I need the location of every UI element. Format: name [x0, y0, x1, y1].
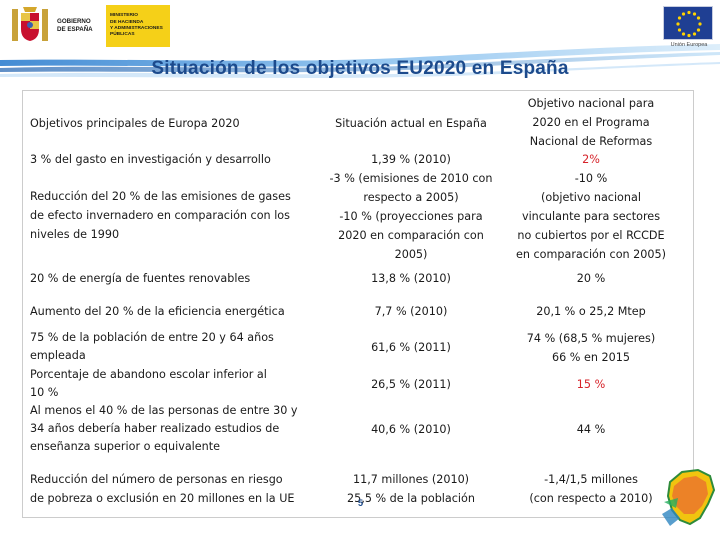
- cell-line: 20 % de energía de fuentes renovables: [30, 272, 251, 285]
- table-row-1-target: 2%: [506, 150, 676, 169]
- cell-line: 34 años debería haber realizado estudios…: [30, 422, 280, 435]
- spain-coat-of-arms-icon: [6, 5, 54, 47]
- table-row-7-objective: Al menos el 40 % de las personas de entr…: [30, 402, 318, 456]
- cell-line: 74 % (68,5 % mujeres): [526, 332, 656, 345]
- table-row-8-objective: Reducción del número de personas en ries…: [30, 470, 318, 508]
- table-row-4-current: 7,7 % (2010): [318, 302, 504, 321]
- cell-line: 40,6 % (2010): [371, 423, 451, 436]
- cell-line: Reducción del número de personas en ries…: [30, 473, 283, 486]
- ministry-logo: GOBIERNO DE ESPAÑA MINISTERIO DE HACIEND…: [6, 5, 170, 47]
- table-row-5-current: 61,6 % (2011): [318, 338, 504, 357]
- cell-line: 10 %: [30, 386, 59, 399]
- government-label: GOBIERNO DE ESPAÑA: [54, 5, 106, 47]
- cell-line: -1,4/1,5 millones: [544, 473, 638, 486]
- cell-line: (objetivo nacional: [541, 191, 641, 204]
- table-row-7-target: 44 %: [506, 420, 676, 439]
- ministry-line-4: PÚBLICAS: [110, 32, 135, 38]
- ministry-line-1: MINISTERIO: [110, 13, 138, 19]
- cell-line: respecto a 2005): [363, 191, 459, 204]
- cell-line: -3 % (emisiones de 2010 con: [329, 172, 493, 185]
- spain-map-icon: [662, 468, 716, 526]
- table-row-6-current: 26,5 % (2011): [318, 375, 504, 394]
- cell-line: Aumento del 20 % de la eficiencia energé…: [30, 305, 285, 318]
- cell-line: de efecto invernadero en comparación con…: [30, 209, 290, 222]
- table-row-2-target: -10 % (objetivo nacional vinculante para…: [506, 169, 676, 264]
- header-col3: Objetivo nacional para 2020 en el Progra…: [506, 94, 676, 151]
- table-row-2-current: -3 % (emisiones de 2010 con respecto a 2…: [318, 169, 504, 264]
- cell-line: 2%: [582, 153, 600, 166]
- cell-line: niveles de 1990: [30, 228, 120, 241]
- cell-line: 66 % en 2015: [552, 351, 630, 364]
- cell-line: 1,39 % (2010): [371, 153, 451, 166]
- ministry-label: MINISTERIO DE HACIENDA Y ADMINISTRACIONE…: [106, 5, 170, 47]
- cell-line: 75 % de la población de entre 20 y 64 añ…: [30, 331, 274, 344]
- header-col3-line: Nacional de Reformas: [529, 135, 653, 148]
- table-row-3-target: 20 %: [506, 269, 676, 288]
- cell-line: -10 %: [574, 172, 608, 185]
- eu-caption: Unión Europea: [670, 42, 708, 48]
- cell-line: 11,7 millones (2010): [352, 473, 470, 486]
- cell-line: enseñanza superior o equivalente: [30, 440, 221, 453]
- cell-line: 7,7 % (2010): [374, 305, 448, 318]
- cell-line: vinculante para sectores: [521, 210, 661, 223]
- table-row-6-objective: Porcentaje de abandono escolar inferior …: [30, 366, 318, 402]
- cell-line: empleada: [30, 349, 86, 362]
- page-number: 5: [358, 498, 364, 508]
- cell-line: 2005): [394, 248, 428, 261]
- cell-line: 61,6 % (2011): [371, 341, 451, 354]
- cell-line: no cubiertos por el RCCDE: [517, 229, 665, 242]
- table-row-8-current: 11,7 millones (2010) 25,5 % de la poblac…: [318, 470, 504, 508]
- table-row-3-objective: 20 % de energía de fuentes renovables: [30, 269, 318, 288]
- header-col3-line: Objetivo nacional para: [527, 97, 655, 110]
- cell-line: (con respecto a 2010): [529, 492, 653, 505]
- header-col3-line: 2020 en el Programa: [532, 116, 650, 129]
- cell-line: 15 %: [576, 378, 606, 391]
- header-col1: Objetivos principales de Europa 2020: [30, 117, 240, 130]
- cell-line: de pobreza o exclusión en 20 millones en…: [30, 492, 295, 505]
- cell-line: Reducción del 20 % de las emisiones de g…: [30, 190, 291, 203]
- eu-flag-icon: [663, 6, 713, 40]
- cell-line: 2020 en comparación con: [338, 229, 484, 242]
- cell-line: 20,1 % o 25,2 Mtep: [536, 305, 646, 318]
- table-row-1-current: 1,39 % (2010): [318, 150, 504, 169]
- gov-line-2: DE ESPAÑA: [57, 26, 93, 33]
- cell-line: 25,5 % de la población: [347, 492, 475, 505]
- header-banner: [0, 0, 720, 90]
- header-wave-decoration: [0, 44, 720, 79]
- gov-line-1: GOBIERNO: [57, 18, 91, 25]
- objectives-table: [22, 90, 694, 518]
- table-row-8-target: -1,4/1,5 millones (con respecto a 2010): [506, 470, 676, 508]
- cell-line: Porcentaje de abandono escolar inferior …: [30, 368, 267, 381]
- ministry-line-2: DE HACIENDA: [110, 19, 144, 25]
- slide-title: Situación de los objetivos EU2020 en Esp…: [151, 58, 569, 79]
- cell-line: en comparación con 2005): [515, 248, 667, 261]
- cell-line: 20 %: [576, 272, 606, 285]
- table-row-7-current: 40,6 % (2010): [318, 420, 504, 439]
- table-row-2-objective: Reducción del 20 % de las emisiones de g…: [30, 187, 318, 244]
- cell-line: -10 % (proyecciones para: [339, 210, 483, 223]
- table-row-1-objective: 3 % del gasto en investigación y desarro…: [30, 150, 318, 169]
- cell-line: 3 % del gasto en investigación y desarro…: [30, 153, 271, 166]
- header-col2: Situación actual en España: [335, 117, 487, 130]
- table-row-4-objective: Aumento del 20 % de la eficiencia energé…: [30, 302, 318, 321]
- table-row-5-objective: 75 % de la población de entre 20 y 64 añ…: [30, 329, 318, 365]
- table-row-4-target: 20,1 % o 25,2 Mtep: [506, 302, 676, 321]
- cell-line: 44 %: [576, 423, 606, 436]
- cell-line: 26,5 % (2011): [371, 378, 451, 391]
- ministry-line-3: Y ADMINISTRACIONES: [110, 26, 163, 31]
- table-row-6-target: 15 %: [506, 375, 676, 394]
- table-row-3-current: 13,8 % (2010): [318, 269, 504, 288]
- cell-line: Al menos el 40 % de las personas de entr…: [30, 404, 298, 417]
- cell-line: 13,8 % (2010): [371, 272, 451, 285]
- table-row-5-target: 74 % (68,5 % mujeres) 66 % en 2015: [506, 329, 676, 367]
